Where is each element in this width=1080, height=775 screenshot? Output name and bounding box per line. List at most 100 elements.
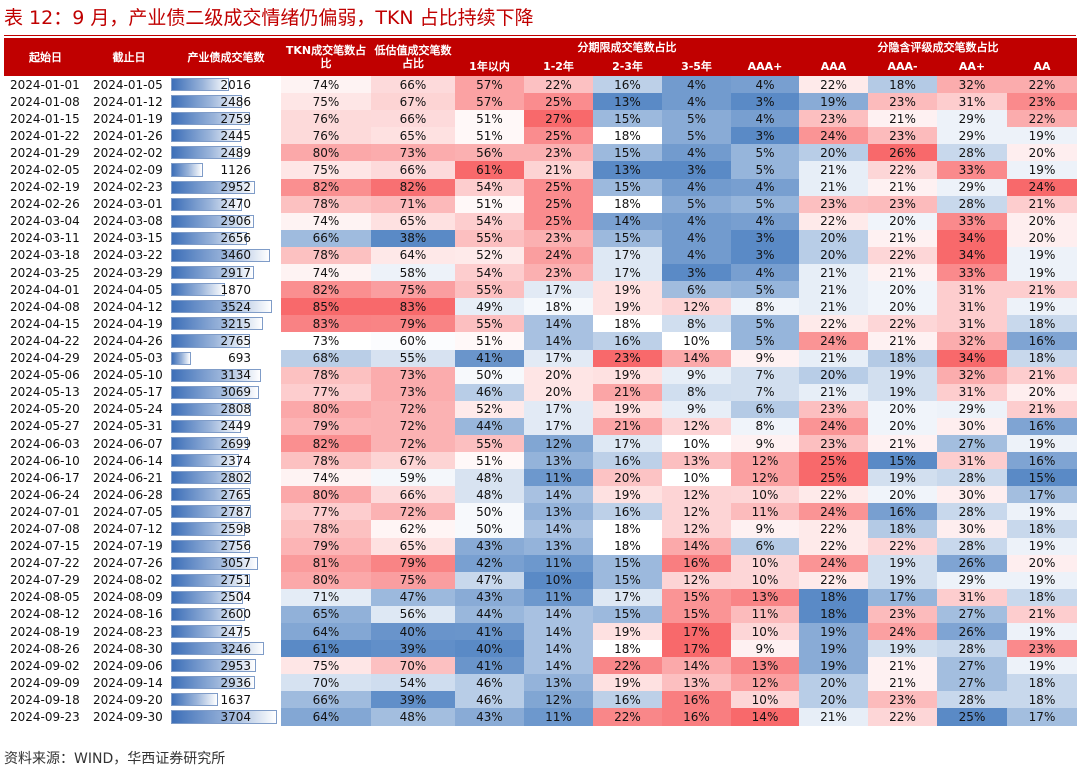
cell-trade-count: 1126	[171, 161, 281, 178]
cell-share: 12%	[662, 520, 731, 538]
count-data-bar	[171, 163, 204, 177]
count-data-bar	[171, 436, 249, 451]
cell-start-date: 2024-05-13	[10, 385, 80, 400]
cell-share: 79%	[371, 315, 455, 333]
cell-share: 11%	[524, 588, 593, 606]
cell-share: 31%	[937, 281, 1008, 299]
cell-share: 12%	[731, 674, 800, 692]
table-row: 2024-07-01 2024-07-05 2787 77% 72% 50% 13% 16% 1…	[4, 503, 1078, 521]
cell-share: 31%	[937, 315, 1008, 333]
cell-end-date: 2024-01-19	[93, 111, 163, 126]
cell-share: 21%	[799, 383, 869, 401]
cell-share: 8%	[662, 315, 731, 333]
count-data-bar	[171, 454, 239, 468]
cell-share: 21%	[593, 383, 662, 401]
cell-share: 16%	[1007, 452, 1078, 470]
cell-share: 22%	[593, 708, 662, 726]
cell-share: 13%	[524, 503, 593, 521]
cell-share: 23%	[868, 605, 938, 623]
cell-share: 39%	[371, 640, 455, 658]
count-data-bar	[171, 419, 242, 433]
cell-start-date: 2024-07-29	[10, 573, 80, 588]
cell-share: 10%	[662, 332, 731, 350]
cell-share: 25%	[524, 212, 593, 230]
cell-end-date: 2024-08-16	[93, 607, 163, 622]
cell-share: 19%	[1007, 623, 1078, 641]
count-value: 2936	[220, 675, 251, 690]
cell-share: 19%	[799, 657, 869, 675]
cell-share: 20%	[799, 366, 869, 384]
count-data-bar	[171, 522, 246, 536]
count-value: 2016	[220, 77, 251, 92]
count-data-bar	[171, 214, 255, 228]
cell-end-date: 2024-02-02	[93, 145, 163, 160]
cell-share: 18%	[1007, 520, 1078, 538]
cell-share: 10%	[731, 571, 800, 589]
cell-share: 32%	[937, 76, 1008, 94]
cell-end-date: 2024-08-23	[93, 624, 163, 639]
cell-share: 18%	[593, 640, 662, 658]
cell-trade-count: 3524	[171, 298, 281, 315]
cell-share: 10%	[731, 623, 800, 641]
cell-trade-count: 2802	[171, 469, 281, 486]
cell-share: 11%	[731, 605, 800, 623]
cell-share: 16%	[868, 503, 938, 521]
cell-share: 73%	[371, 144, 455, 162]
header-low-valuation-share: 低估值成交笔数占比	[371, 38, 455, 76]
cell-share: 24%	[799, 332, 869, 350]
cell-share: 17%	[1007, 486, 1078, 504]
cell-share: 18%	[524, 298, 593, 316]
cell-share: 11%	[524, 708, 593, 726]
cell-share: 52%	[455, 246, 524, 265]
cell-share: 4%	[662, 229, 731, 247]
cell-share: 20%	[593, 469, 662, 487]
cell-share: 77%	[281, 383, 371, 401]
cell-share: 7%	[731, 383, 800, 401]
cell-share: 16%	[1007, 332, 1078, 350]
cell-share: 16%	[662, 708, 731, 726]
cell-share: 22%	[1007, 110, 1078, 128]
cell-share: 21%	[524, 161, 593, 179]
count-value: 2489	[220, 145, 251, 160]
cell-trade-count: 2656	[171, 230, 281, 247]
cell-share: 17%	[1007, 708, 1078, 726]
cell-share: 6%	[731, 400, 800, 418]
cell-share: 30%	[937, 486, 1008, 504]
cell-trade-count: 2374	[171, 452, 281, 469]
cell-end-date: 2024-03-08	[93, 214, 163, 229]
header-end-date: 截止日	[87, 38, 171, 76]
cell-share: 54%	[455, 212, 524, 230]
cell-share: 61%	[281, 640, 371, 658]
cell-share: 18%	[1007, 588, 1078, 606]
cell-start-date: 2024-09-02	[10, 658, 80, 673]
table-row: 2024-02-26 2024-03-01 2470 78% 71% 51% 25% 18% 5…	[4, 195, 1078, 213]
count-value: 2504	[220, 590, 251, 605]
cell-share: 66%	[281, 229, 371, 247]
cell-share: 20%	[868, 212, 938, 230]
header-rating-1: AAA	[799, 57, 869, 76]
cell-start-date: 2024-01-01	[10, 77, 80, 92]
cell-end-date: 2024-08-30	[93, 641, 163, 656]
cell-share: 17%	[593, 246, 662, 265]
cell-share: 48%	[455, 486, 524, 504]
cell-share: 80%	[281, 486, 371, 504]
cell-share: 25%	[524, 93, 593, 111]
cell-share: 22%	[524, 76, 593, 94]
cell-share: 38%	[371, 229, 455, 247]
cell-share: 5%	[662, 195, 731, 213]
cell-trade-count: 2917	[171, 264, 281, 281]
cell-share: 28%	[937, 469, 1008, 487]
cell-share: 20%	[868, 281, 938, 299]
count-data-bar	[171, 197, 242, 211]
cell-share: 14%	[524, 520, 593, 538]
cell-share: 5%	[662, 110, 731, 128]
cell-share: 28%	[937, 503, 1008, 521]
cell-share: 65%	[371, 127, 455, 145]
cell-share: 17%	[868, 588, 938, 606]
cell-trade-count: 3215	[171, 315, 281, 332]
cell-share: 8%	[662, 383, 731, 401]
count-data-bar	[171, 659, 256, 673]
cell-share: 18%	[868, 349, 938, 367]
cell-trade-count: 2016	[171, 76, 281, 93]
cell-share: 31%	[937, 298, 1008, 316]
